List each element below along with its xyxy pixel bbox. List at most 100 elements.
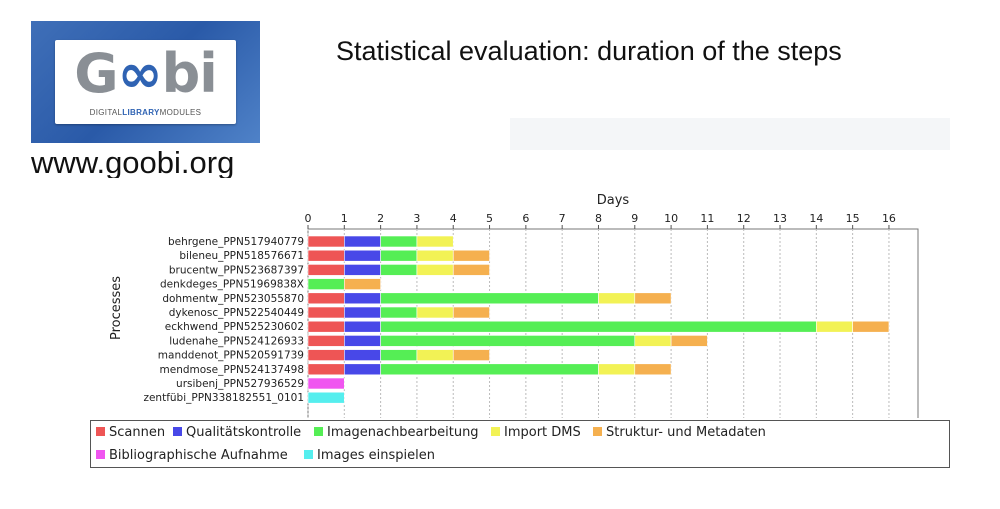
x-tick-label: 3 [413,212,420,225]
bar-segment [344,278,381,290]
bar-segment [852,320,890,333]
bar-segment [380,264,418,276]
bar-segment [307,249,345,262]
category-label: eckhwend_PPN525230602 [165,321,304,333]
bar-segment [634,335,672,347]
bar-segment [307,264,345,276]
bar-segment [307,235,345,248]
category-label: dohmentw_PPN523055870 [162,293,304,305]
bar-segment [670,335,708,347]
x-tick-label: 2 [377,212,384,225]
x-tick-label: 4 [450,212,457,225]
legend-label: Images einspielen [317,448,435,463]
x-tick-label: 7 [559,212,566,225]
category-label: ludenahe_PPN524126933 [169,335,304,347]
legend-item: Scannen [96,425,165,440]
category-label: ursibenj_PPN527936529 [176,378,304,390]
category-label: zentfübi_PPN338182551_0101 [143,392,304,404]
bar-segment [380,349,418,361]
bar-segment [344,349,381,361]
bar-segment [307,320,345,333]
x-tick-label: 8 [595,212,602,225]
bar-segment [416,249,454,262]
bar-segment [344,264,381,276]
x-tick-label: 9 [631,212,638,225]
bar-segment [307,363,345,376]
bar-segment [634,292,672,305]
bar-segment [416,349,454,361]
x-tick-label: 10 [664,212,678,225]
bar-segment [380,235,418,248]
logo-wordmark: G∞bi [74,42,217,105]
website-url[interactable]: www.goobi.org [31,145,235,180]
bar-segment [452,249,490,262]
bar-segment [307,377,345,390]
bar-segment [344,306,381,319]
x-tick-label: 1 [341,212,348,225]
bar-segment [380,249,418,262]
legend-item: Qualitätskontrolle [173,425,301,440]
category-label: behrgene_PPN517940779 [168,236,304,248]
x-tick-label: 13 [773,212,787,225]
legend-label: Scannen [109,425,166,440]
bar-segment [307,391,345,404]
bar-segment [416,264,454,276]
legend-item: Import DMS [491,425,581,440]
bar-segment [344,335,381,347]
x-tick-label: 0 [305,212,312,225]
x-tick-label: 16 [882,212,896,225]
bar-segment [344,320,381,333]
bar-segment [452,264,490,276]
legend-swatch [96,450,105,459]
bar-segment [634,363,672,376]
bar-segment [380,363,599,376]
legend-swatch [96,427,105,436]
bar-segment [452,349,490,361]
x-tick-label: 15 [846,212,860,225]
bar-segment [344,363,381,376]
category-label: brucentw_PPN523687397 [169,264,304,276]
legend-label: Qualitätskontrolle [186,425,302,440]
bar-segment [344,292,381,305]
legend-label: Imagenachbearbeitung [327,425,479,440]
bar-segment [816,320,853,333]
y-axis-label: Processes [109,276,124,340]
x-tick-label: 6 [522,212,529,225]
bar-segment [344,249,381,262]
x-axis-label: Days [597,193,630,208]
bar-segment [598,292,636,305]
logo-banner: G∞bi DIGITALLIBRARYMODULES [31,21,260,143]
category-label: denkdeges_PPN51969838X [160,279,304,291]
legend-swatch [173,427,182,436]
bar-segment [380,306,418,319]
bar-segment [380,320,817,333]
bar-segment [416,306,454,319]
bar-segment [380,292,599,305]
legend-swatch [491,427,500,436]
legend-item: Images einspielen [304,448,435,463]
legend-swatch [593,427,602,436]
legend-item: Struktur- und Metadaten [593,425,766,440]
category-label: mendmose_PPN524137498 [160,364,304,376]
legend-label: Import DMS [504,425,581,440]
legend-swatch [304,450,313,459]
x-tick-label: 11 [700,212,714,225]
bar-segment [307,306,345,319]
bar-segment [344,235,381,248]
bar-segment [307,335,345,347]
bar-segment [598,363,636,376]
bar-segment [452,306,490,319]
bar-segment [307,292,345,305]
category-label: dykenosc_PPN522540449 [169,307,304,319]
x-tick-label: 5 [486,212,493,225]
chart-legend: Scannen Qualitätskontrolle Imagenachbearbe… [90,420,950,468]
legend-item: Bibliographische Aufnahme [96,448,288,463]
bar-segment [307,349,345,361]
page-title: Statistical evaluation: duration of the … [336,36,842,66]
bar-segment [307,278,345,290]
bar-segment [416,235,454,248]
legend-label: Bibliographische Aufnahme [109,448,288,463]
legend-label: Struktur- und Metadaten [606,425,766,440]
background-band [510,118,950,150]
